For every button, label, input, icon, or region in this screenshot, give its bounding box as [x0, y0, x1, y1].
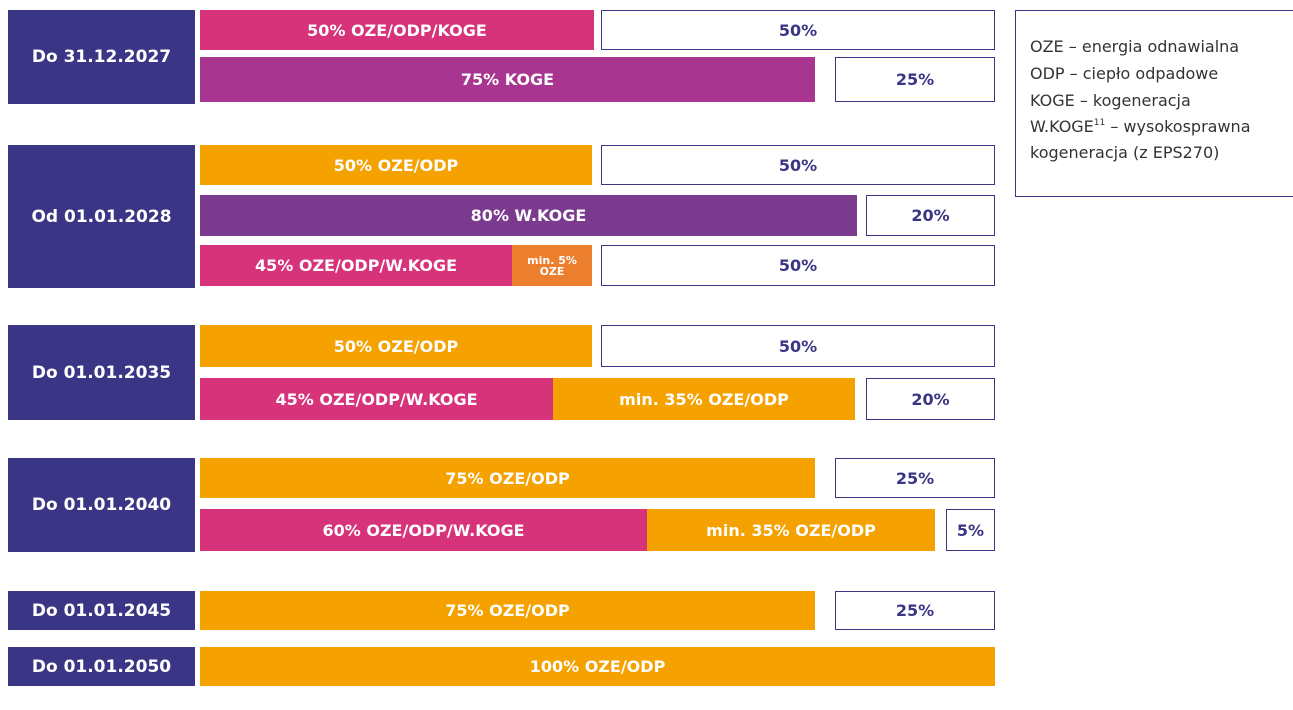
- share-segment: 60% OZE/ODP/W.KOGE: [200, 509, 647, 551]
- share-segment: min. 35% OZE/ODP: [647, 509, 935, 551]
- legend-item: OZE – energia odnawialna: [1030, 33, 1283, 60]
- share-segment: 25%: [835, 458, 995, 498]
- period-label: Do 31.12.2027: [8, 10, 195, 104]
- legend-desc: – ciepło odpadowe: [1069, 64, 1219, 83]
- share-segment: 50%: [601, 245, 995, 286]
- legend-item: W.KOGE11 – wysokosprawna kogeneracja (z …: [1030, 114, 1283, 166]
- share-segment: 45% OZE/ODP/W.KOGE: [200, 378, 553, 420]
- share-segment: 50%: [601, 10, 995, 50]
- share-segment: 20%: [866, 378, 995, 420]
- share-segment: 50% OZE/ODP: [200, 325, 592, 367]
- legend-desc: – kogeneracja: [1079, 91, 1191, 110]
- share-segment: 75% KOGE: [200, 57, 815, 102]
- period-label: Do 01.01.2045: [8, 591, 195, 630]
- legend-term: OZE: [1030, 37, 1064, 56]
- share-segment: 50% OZE/ODP: [200, 145, 592, 185]
- legend-term: ODP: [1030, 64, 1065, 83]
- share-segment: min. 5% OZE: [512, 245, 592, 286]
- legend-term: W.KOGE: [1030, 117, 1094, 136]
- share-segment: 45% OZE/ODP/W.KOGE: [200, 245, 512, 286]
- period-label: Do 01.01.2040: [8, 458, 195, 552]
- period-label: Do 01.01.2050: [8, 647, 195, 686]
- share-segment: 80% W.KOGE: [200, 195, 857, 236]
- share-segment: 75% OZE/ODP: [200, 591, 815, 630]
- share-segment: min. 35% OZE/ODP: [553, 378, 855, 420]
- legend-desc: – wysokosprawna kogeneracja (z EPS270): [1030, 117, 1251, 162]
- legend-term: KOGE: [1030, 91, 1075, 110]
- share-segment: 50% OZE/ODP/KOGE: [200, 10, 594, 50]
- legend-desc: – energia odnawialna: [1068, 37, 1240, 56]
- period-label: Od 01.01.2028: [8, 145, 195, 288]
- share-segment: 20%: [866, 195, 995, 236]
- legend-item: ODP – ciepło odpadowe: [1030, 60, 1283, 87]
- share-segment: 25%: [835, 591, 995, 630]
- legend-sup: 11: [1093, 118, 1106, 128]
- share-segment: 50%: [601, 325, 995, 367]
- share-segment: 75% OZE/ODP: [200, 458, 815, 498]
- share-segment: 25%: [835, 57, 995, 102]
- legend: OZE – energia odnawialna ODP – ciepło odp…: [1015, 10, 1293, 197]
- share-segment: 50%: [601, 145, 995, 185]
- period-label: Do 01.01.2035: [8, 325, 195, 420]
- legend-item: KOGE – kogeneracja: [1030, 87, 1283, 114]
- share-segment: 100% OZE/ODP: [200, 647, 995, 686]
- share-segment: 5%: [946, 509, 995, 551]
